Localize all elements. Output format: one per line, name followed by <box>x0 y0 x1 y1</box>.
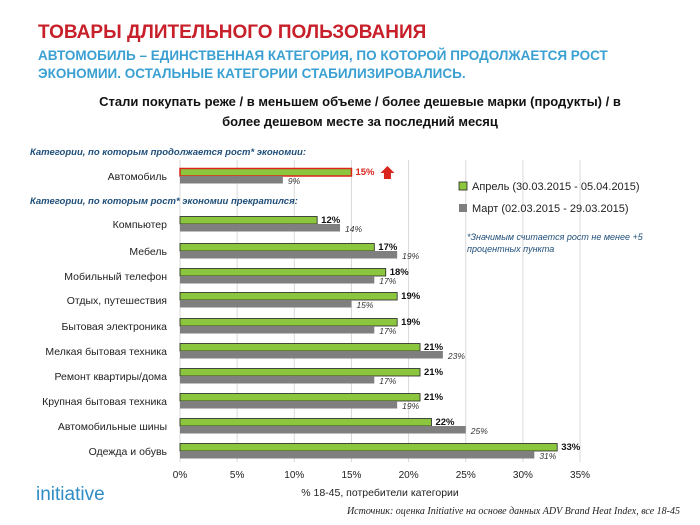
x-tick-label: 20% <box>399 470 419 481</box>
bar-march <box>180 426 466 434</box>
x-tick-label: 15% <box>341 470 361 481</box>
data-label-april: 12% <box>321 215 341 226</box>
source-note: Источник: оценка Initiative на основе да… <box>346 506 680 517</box>
bar-march <box>180 224 341 232</box>
data-label-april: 17% <box>378 242 398 253</box>
data-label-march: 19% <box>402 251 419 261</box>
bar-april <box>179 343 421 352</box>
bar-march <box>180 300 352 308</box>
data-label-april: 19% <box>401 317 421 328</box>
data-label-march: 9% <box>288 176 301 186</box>
x-tick-label: 10% <box>284 470 304 481</box>
bar-april <box>179 318 398 327</box>
x-tick-label: 0% <box>173 470 188 481</box>
x-tick-label: 30% <box>513 470 533 481</box>
category-label: Одежда и обувь <box>89 446 168 458</box>
category-label: Бытовая электроника <box>62 321 168 333</box>
bar-april <box>179 443 558 452</box>
legend-swatch <box>458 181 468 191</box>
page-subtitle: АВТОМОБИЛЬ – ЕДИНСТВЕННАЯ КАТЕГОРИЯ, ПО … <box>38 48 608 81</box>
bar-march <box>180 276 375 284</box>
bar-march <box>180 401 398 409</box>
bar-april <box>179 368 421 377</box>
data-label-april: 22% <box>435 417 455 428</box>
data-label-march: 25% <box>470 426 488 436</box>
x-tick-label: 25% <box>456 470 476 481</box>
category-label: Мелкая бытовая техника <box>45 346 167 358</box>
up-arrow-icon <box>380 166 395 179</box>
category-label: Компьютер <box>113 219 168 231</box>
data-label-march: 17% <box>379 326 396 336</box>
bar-april <box>179 292 398 301</box>
group-header: Категории, по которым продолжается рост*… <box>30 147 306 158</box>
legend-label: Апрель (30.03.2015 - 05.04.2015) <box>472 181 640 193</box>
data-label-march: 15% <box>356 300 373 310</box>
bar-april <box>179 268 387 277</box>
data-label-march: 31% <box>539 451 556 461</box>
bar-march <box>180 176 283 184</box>
footnote-line: *Значимым считается рост не менее +5 <box>467 232 644 242</box>
category-label: Отдых, путешествия <box>67 295 167 307</box>
data-label-march: 19% <box>402 401 419 411</box>
data-label-april: 21% <box>424 392 444 403</box>
data-label-april: 15% <box>355 167 375 178</box>
bar-april <box>179 243 375 252</box>
category-label: Ремонт квартиры/дома <box>55 371 168 383</box>
bar-april <box>179 216 318 225</box>
bar-march <box>180 451 535 459</box>
bar-april <box>179 393 421 402</box>
legend-swatch <box>459 204 467 212</box>
legend-label: Март (02.03.2015 - 29.03.2015) <box>472 203 629 215</box>
bar-april <box>179 418 432 427</box>
data-label-april: 21% <box>424 367 444 378</box>
category-label: Крупная бытовая техника <box>42 396 167 408</box>
data-label-april: 33% <box>561 442 581 453</box>
x-axis-label: % 18-45, потребители категории <box>301 487 459 499</box>
data-label-march: 23% <box>447 351 465 361</box>
data-label-april: 19% <box>401 291 421 302</box>
data-label-march: 17% <box>379 276 396 286</box>
bar-march <box>180 376 375 384</box>
chart-title: Стали покупать реже / в меньшем объеме /… <box>99 94 621 129</box>
category-label: Автомобильные шины <box>58 421 167 433</box>
footnote-line: процентных пункта <box>467 244 554 254</box>
x-tick-label: 35% <box>570 470 590 481</box>
data-label-march: 17% <box>379 376 396 386</box>
category-label: Мобильный телефон <box>64 271 167 283</box>
data-label-april: 21% <box>424 342 444 353</box>
initiative-logo: initiative <box>36 484 105 505</box>
category-label: Автомобиль <box>108 171 168 183</box>
bar-march <box>180 251 398 259</box>
page-title: ТОВАРЫ ДЛИТЕЛЬНОГО ПОЛЬЗОВАНИЯ <box>38 22 427 43</box>
data-label-march: 14% <box>345 224 362 234</box>
bar-april <box>179 167 353 177</box>
category-label: Мебель <box>129 246 167 258</box>
bar-march <box>180 326 375 334</box>
data-label-april: 18% <box>390 267 410 278</box>
x-tick-label: 5% <box>230 470 245 481</box>
group-header: Категории, по которым рост* экономии пре… <box>30 196 298 207</box>
bar-march <box>180 351 443 359</box>
